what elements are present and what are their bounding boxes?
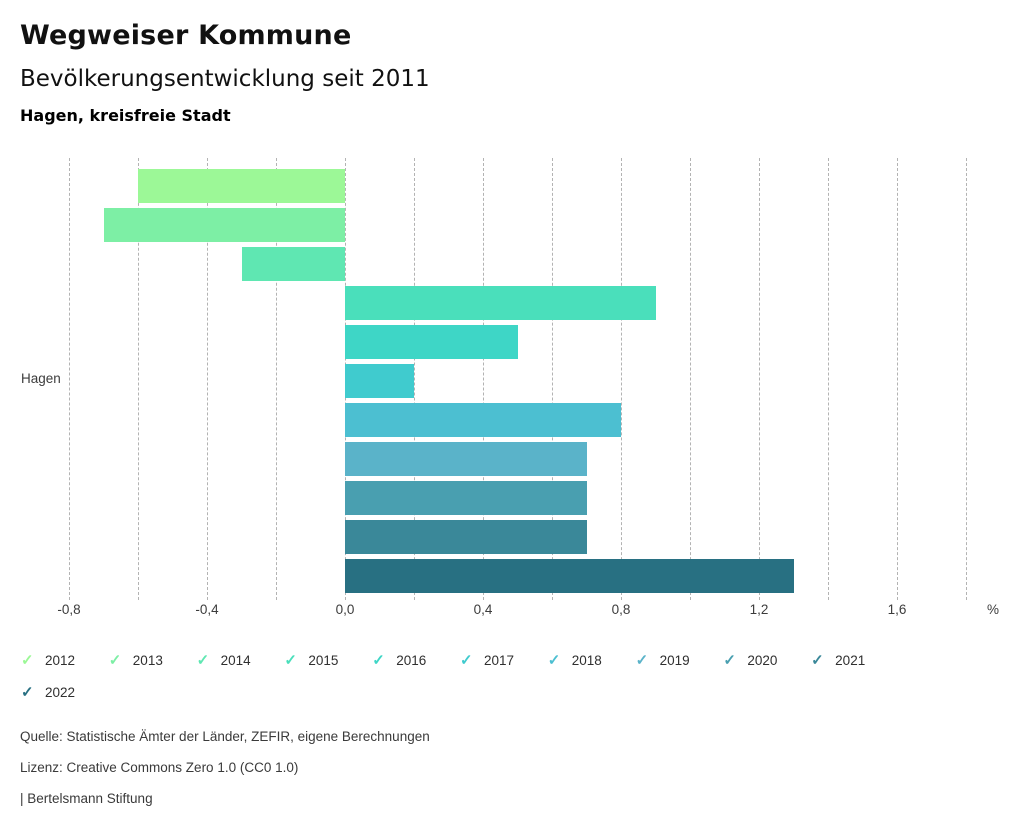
legend-year-label: 2019 — [659, 652, 690, 668]
legend-check-icon: ✓ — [723, 651, 736, 669]
attribution-text: | Bertelsmann Stiftung — [20, 791, 153, 806]
gridline — [69, 158, 70, 600]
legend-check-icon: ✓ — [108, 651, 122, 669]
legend-item-2016[interactable]: ✓ 2016 — [372, 650, 460, 670]
legend-check-icon: ✓ — [459, 651, 473, 669]
axis-tick-label: 1,6 — [887, 602, 907, 617]
license-text: Lizenz: Creative Commons Zero 1.0 (CC0 1… — [20, 760, 299, 775]
bar-2012[interactable] — [138, 169, 345, 203]
bar-2014[interactable] — [241, 247, 345, 281]
gridline — [897, 158, 898, 600]
legend-check-icon: ✓ — [811, 651, 824, 669]
legend-year-label: 2018 — [571, 652, 602, 668]
legend-year-label: 2020 — [747, 652, 778, 668]
legend-year-label: 2014 — [220, 652, 251, 668]
legend-item-2012[interactable]: ✓ 2012 — [21, 650, 109, 670]
legend-year-label: 2016 — [396, 652, 427, 668]
axis-tick-label: 0,4 — [473, 602, 493, 617]
region-label: Hagen, kreisfreie Stadt — [20, 106, 231, 125]
legend-item-2019[interactable]: ✓ 2019 — [636, 650, 724, 670]
legend-item-2022[interactable]: ✓ 2022 — [21, 682, 109, 702]
legend-check-icon: ✓ — [547, 651, 561, 669]
gridline — [966, 158, 967, 600]
bar-2020[interactable] — [345, 481, 587, 515]
source-text: Quelle: Statistische Ämter der Länder, Z… — [20, 729, 430, 744]
legend-item-2021[interactable]: ✓ 2021 — [811, 650, 899, 670]
page-title: Wegweiser Kommune — [20, 20, 352, 51]
gridline — [621, 158, 622, 600]
legend-check-icon: ✓ — [635, 651, 649, 669]
legend: ✓ 2012 ✓ 2013 ✓ 2014 ✓ 2015 ✓ 2016 ✓ 2017 ✓ 2018 ✓ 2019… — [21, 650, 941, 702]
legend-year-label: 2021 — [835, 652, 866, 668]
gridline — [552, 158, 553, 600]
gridline — [138, 158, 139, 600]
axis-tick-label: -0,4 — [195, 602, 219, 617]
legend-item-2015[interactable]: ✓ 2015 — [284, 650, 372, 670]
chart-title: Bevölkerungsentwicklung seit 2011 — [20, 66, 430, 92]
bar-2022[interactable] — [345, 559, 794, 593]
bar-2021[interactable] — [345, 520, 587, 554]
axis-unit-label: % — [986, 602, 999, 617]
bar-2015[interactable] — [345, 286, 656, 320]
gridline — [483, 158, 484, 600]
bar-2017[interactable] — [345, 364, 414, 398]
legend-year-label: 2012 — [45, 652, 76, 668]
axis-tick-label: 0,0 — [335, 602, 355, 617]
axis-tick-label: 0,8 — [611, 602, 631, 617]
bar-2016[interactable] — [345, 325, 518, 359]
legend-item-2020[interactable]: ✓ 2020 — [723, 650, 811, 670]
bar-2018[interactable] — [345, 403, 621, 437]
gridline — [414, 158, 415, 600]
legend-check-icon: ✓ — [284, 651, 297, 669]
axis-tick-label: -0,8 — [57, 602, 81, 617]
legend-item-2013[interactable]: ✓ 2013 — [109, 650, 197, 670]
legend-check-icon: ✓ — [21, 651, 34, 669]
gridline — [207, 158, 208, 600]
gridline — [690, 158, 691, 600]
category-label: Hagen — [21, 371, 61, 386]
legend-year-label: 2015 — [308, 652, 339, 668]
gridline — [828, 158, 829, 600]
legend-check-icon: ✓ — [372, 651, 385, 669]
axis-tick-label: 1,2 — [749, 602, 769, 617]
gridline — [276, 158, 277, 600]
legend-year-label: 2017 — [483, 652, 515, 668]
legend-item-2017[interactable]: ✓ 2017 — [460, 650, 548, 670]
legend-check-icon: ✓ — [196, 651, 210, 669]
legend-item-2014[interactable]: ✓ 2014 — [197, 650, 285, 670]
bar-2019[interactable] — [345, 442, 587, 476]
gridline — [759, 158, 760, 600]
legend-check-icon: ✓ — [21, 683, 34, 701]
legend-year-label: 2022 — [45, 684, 76, 700]
bar-2013[interactable] — [103, 208, 345, 242]
legend-year-label: 2013 — [132, 652, 163, 668]
legend-item-2018[interactable]: ✓ 2018 — [548, 650, 636, 670]
